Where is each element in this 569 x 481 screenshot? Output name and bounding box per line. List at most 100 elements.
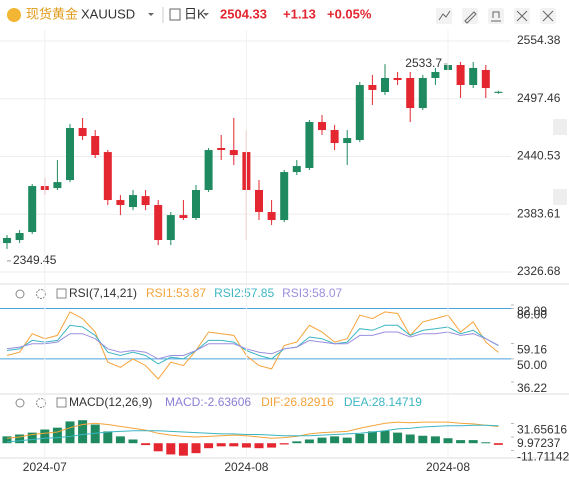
candle-body: [116, 200, 125, 206]
tool-button[interactable]: [488, 8, 504, 24]
change: +1.13: [283, 6, 316, 21]
change-pct: +0.05%: [327, 6, 372, 21]
y-tick-label: 2440.53: [517, 149, 561, 163]
side-button[interactable]: [553, 119, 567, 135]
macd-bar: [267, 443, 277, 448]
candle-body: [255, 190, 263, 213]
indicator-title: MACD(12,26,9): [69, 395, 152, 409]
legend-name: RSI1: [146, 286, 173, 300]
macd-bar: [493, 443, 503, 445]
legend-value: 28.14719: [372, 395, 422, 409]
candle-body: [204, 150, 213, 191]
macd-bar: [40, 429, 50, 444]
candle-body: [66, 128, 74, 181]
macd-bar: [229, 443, 239, 447]
candle-body: [3, 237, 11, 244]
candle-body: [28, 186, 37, 233]
legend-separator: :: [280, 395, 283, 409]
macd-bar: [405, 434, 415, 444]
legend-name: DIF: [261, 395, 280, 409]
macd-bar: [65, 421, 75, 444]
macd-bar: [178, 443, 188, 456]
tool-icon: [491, 11, 501, 22]
macd-bar: [355, 433, 365, 444]
candle-body: [343, 138, 352, 144]
price: 2504.33: [220, 6, 267, 21]
candle-body: [154, 205, 163, 241]
candle-body: [15, 233, 24, 241]
macd-bar: [153, 443, 163, 452]
macd-bar: [166, 443, 176, 455]
side-button[interactable]: [553, 189, 567, 205]
candle-body: [179, 215, 188, 219]
candle-body: [494, 91, 503, 93]
y-tick-label: 2383.61: [517, 206, 561, 220]
macd-bar: [241, 443, 251, 448]
candle-body: [103, 152, 112, 201]
legend-separator: :: [173, 286, 176, 300]
y-tick-label: -11.71142: [517, 450, 569, 464]
x-tick-label: 2024-08: [426, 460, 470, 474]
rsi-line: [6, 311, 499, 380]
candle-body: [280, 172, 289, 221]
rsi-line: [6, 331, 499, 360]
dropdown-arrow[interactable]: [148, 13, 154, 16]
macd-bar: [52, 427, 62, 444]
macd-bar: [443, 438, 453, 444]
macd-bar: [103, 431, 113, 444]
legend-name: RSI2: [214, 286, 241, 300]
macd-bar: [141, 443, 151, 446]
candle-body: [456, 65, 465, 85]
gold-icon: [7, 8, 21, 22]
y-tick-label: 31.65616: [517, 423, 567, 437]
legend-separator: :: [309, 286, 312, 300]
macd-bar: [191, 443, 201, 454]
tool-icon: [516, 10, 528, 22]
calendar-icon: [169, 8, 181, 21]
candle-body: [217, 147, 226, 151]
legend-value: 57.85: [244, 286, 274, 300]
legend-value: 58.07: [312, 286, 342, 300]
macd-bar: [2, 436, 12, 444]
macd-bar: [430, 436, 440, 444]
panel-icon: [56, 397, 67, 408]
panel-icon: [56, 288, 67, 299]
legend-entry: MACD:-2.63606: [165, 395, 251, 409]
dropdown-arrow[interactable]: [203, 13, 209, 16]
legend-separator: :: [369, 395, 372, 409]
settings-icon[interactable]: [36, 398, 46, 408]
candle-body: [292, 166, 301, 173]
macd-bar: [254, 443, 264, 449]
candle-body: [141, 196, 150, 206]
candle-body: [129, 195, 137, 208]
eye-icon[interactable]: [15, 289, 25, 299]
macd-bar: [393, 432, 403, 444]
legend-name: MACD: [165, 395, 201, 409]
macd-bar: [367, 431, 377, 444]
candle-body: [431, 72, 440, 78]
macd-bar: [128, 439, 138, 444]
period[interactable]: 日K: [184, 6, 206, 21]
asset-name: 现货黄金: [26, 6, 78, 21]
legend-entry: RSI2:57.85: [214, 286, 274, 300]
macd-bar: [330, 436, 340, 444]
y-tick-label: 82.09: [517, 304, 547, 318]
eye-icon[interactable]: [15, 398, 25, 408]
settings-icon[interactable]: [36, 289, 46, 299]
symbol[interactable]: XAUUSD: [81, 6, 135, 21]
candle-body: [78, 128, 87, 137]
y-tick-label: 9.97237: [517, 436, 561, 450]
candle-body: [53, 182, 62, 189]
y-tick-label: 50.00: [517, 358, 547, 372]
tool-icon: [438, 10, 451, 21]
toolbar: [436, 8, 556, 24]
macd-bar: [27, 432, 37, 444]
legend-value: -2.63606: [204, 395, 252, 409]
candle-body: [192, 190, 200, 219]
candle-body: [406, 77, 415, 109]
tool-button[interactable]: [436, 8, 452, 24]
legend-entry: RSI3:58.07: [282, 286, 342, 300]
candle-body: [166, 215, 175, 241]
macd-bar: [380, 430, 390, 444]
